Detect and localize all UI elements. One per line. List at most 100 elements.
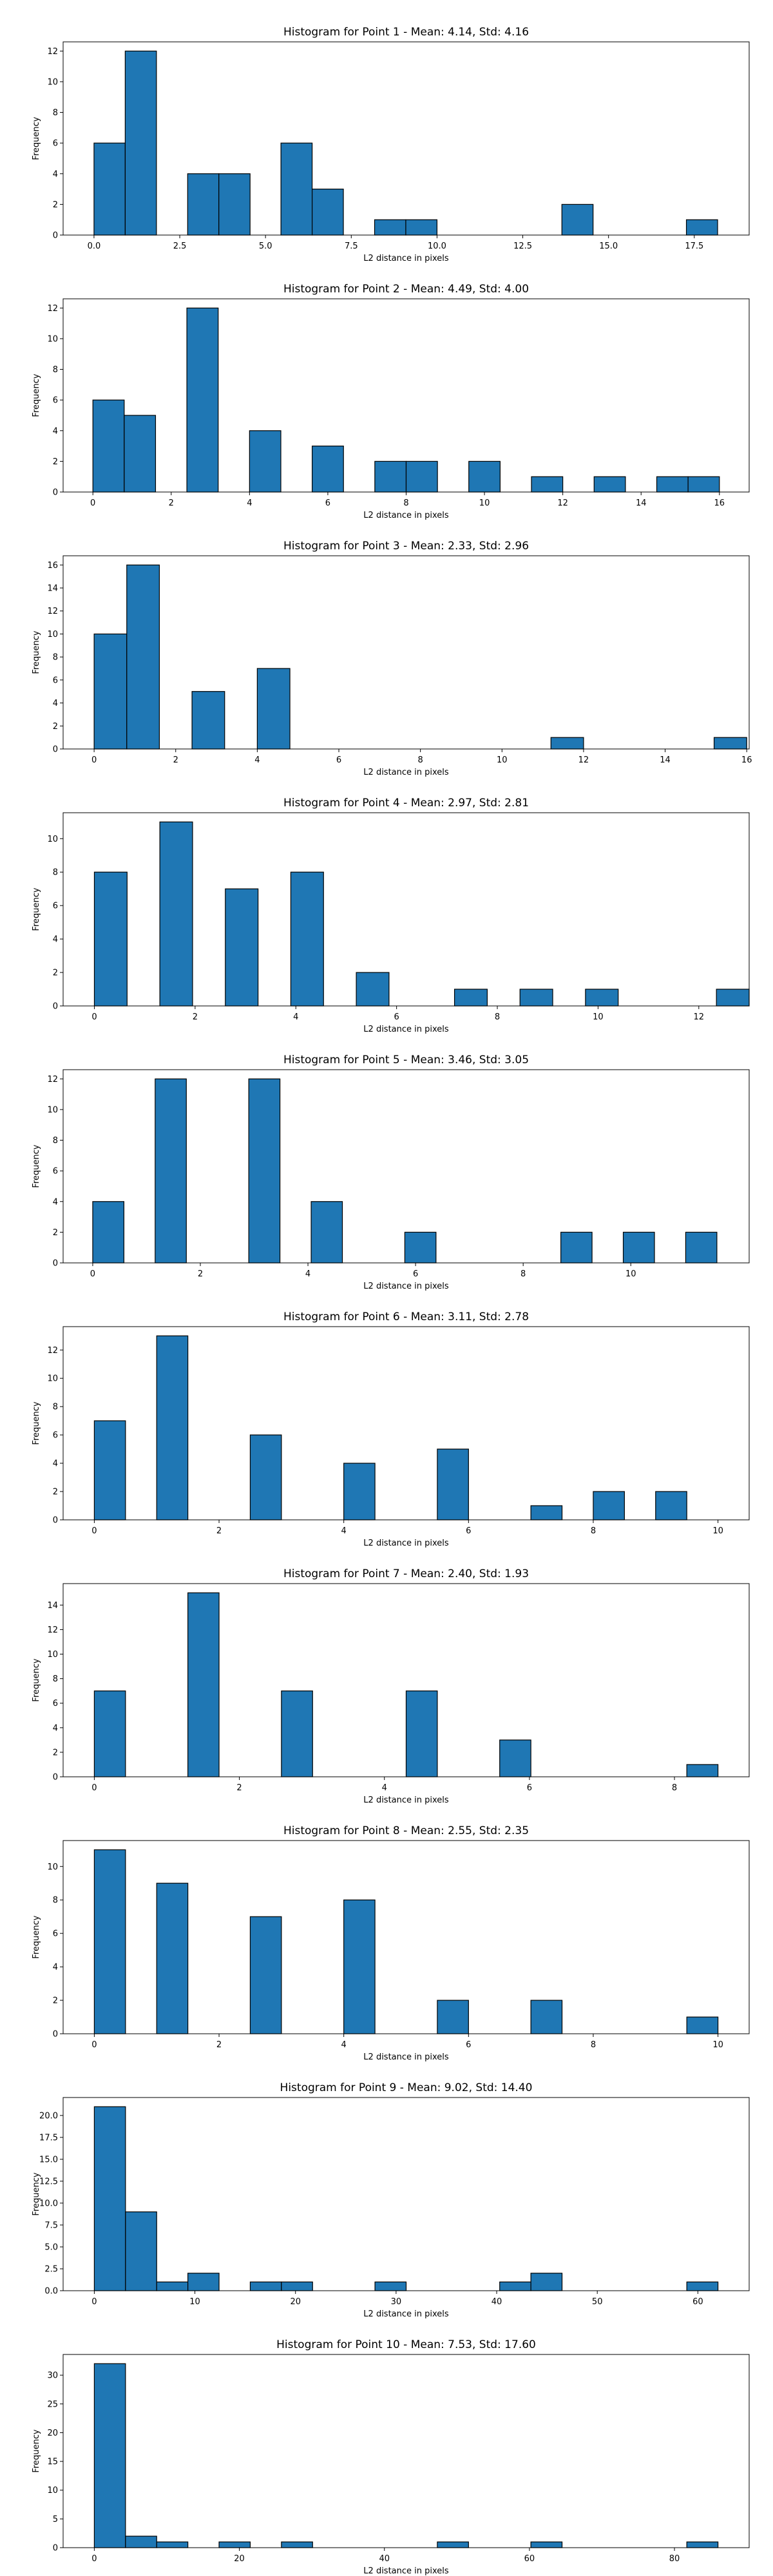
y-tick-label: 4 <box>53 699 58 708</box>
x-tick-label: 4 <box>247 498 252 508</box>
histogram-bar <box>125 51 156 235</box>
histogram-bar <box>157 1883 187 2034</box>
x-tick-label: 2 <box>169 498 174 508</box>
x-tick-label: 20 <box>234 2554 245 2564</box>
y-axis-label: Frequency <box>32 1401 41 1444</box>
chart-title: Histogram for Point 9 - Mean: 9.02, Std:… <box>280 2081 533 2094</box>
y-tick-label: 10 <box>47 2486 58 2496</box>
histogram-bar <box>406 1691 437 1777</box>
y-tick-label: 8 <box>53 1896 58 1906</box>
x-tick-label: 10 <box>712 1526 723 1536</box>
x-tick-label: 0 <box>91 2040 97 2050</box>
histogram-bar <box>249 1079 280 1263</box>
plot-frame <box>63 2354 749 2548</box>
x-tick-label: 0 <box>91 1012 97 1022</box>
y-tick-label: 2 <box>53 1228 58 1238</box>
histogram-bar <box>126 2212 157 2291</box>
x-axis-label: L2 distance in pixels <box>363 1539 449 1548</box>
x-tick-label: 60 <box>692 2297 703 2307</box>
y-tick-label: 10 <box>47 1862 58 1872</box>
x-tick-label: 0 <box>91 1783 97 1793</box>
histogram-bar <box>311 1202 342 1263</box>
y-tick-label: 17.5 <box>39 2133 58 2143</box>
x-tick-label: 8 <box>520 1269 526 1279</box>
histogram-6: Histogram for Point 6 - Mean: 3.11, Std:… <box>32 1311 749 1548</box>
y-tick-label: 6 <box>53 1929 58 1939</box>
y-tick-label: 8 <box>53 365 58 375</box>
y-tick-label: 0 <box>53 1516 58 1526</box>
x-tick-label: 4 <box>293 1012 298 1022</box>
x-axis-label: L2 distance in pixels <box>363 768 449 777</box>
histogram-bar <box>94 1850 125 2034</box>
y-tick-label: 5 <box>53 2515 58 2524</box>
x-axis-label: L2 distance in pixels <box>363 2052 449 2062</box>
y-tick-label: 4 <box>53 1459 58 1469</box>
histogram-bar <box>531 2000 562 2034</box>
histogram-bar <box>257 668 290 749</box>
x-tick-label: 4 <box>305 1269 310 1279</box>
y-tick-label: 8 <box>53 108 58 118</box>
y-tick-label: 5.0 <box>44 2242 58 2252</box>
x-tick-label: 0 <box>91 1526 97 1536</box>
x-tick-label: 6 <box>466 1526 471 1536</box>
x-tick-label: 4 <box>254 755 260 765</box>
y-tick-label: 30 <box>47 2371 58 2381</box>
plot-frame <box>63 556 749 749</box>
histogram-bar <box>561 1232 592 1263</box>
histogram-4: Histogram for Point 4 - Mean: 2.97, Std:… <box>32 797 749 1034</box>
y-tick-label: 12 <box>47 47 58 57</box>
x-tick-label: 8 <box>591 1526 596 1536</box>
histogram-bar <box>531 2273 562 2291</box>
histogram-bar <box>93 400 124 492</box>
y-tick-label: 12 <box>47 1625 58 1635</box>
chart-title: Histogram for Point 8 - Mean: 2.55, Std:… <box>283 1824 529 1837</box>
x-axis-label: L2 distance in pixels <box>363 1282 449 1291</box>
x-tick-label: 0 <box>91 2554 97 2564</box>
y-tick-label: 12 <box>47 1346 58 1356</box>
x-tick-label: 10.0 <box>428 242 446 251</box>
x-tick-label: 6 <box>325 498 330 508</box>
y-tick-label: 0.0 <box>44 2287 58 2297</box>
y-tick-label: 0 <box>53 1773 58 1783</box>
x-axis-label: L2 distance in pixels <box>363 2309 449 2319</box>
histogram-bar <box>94 1421 125 1520</box>
histogram-bar <box>192 692 225 749</box>
x-tick-label: 0 <box>90 1269 95 1279</box>
x-tick-label: 5.0 <box>259 242 272 251</box>
y-tick-label: 8 <box>53 1136 58 1146</box>
x-tick-label: 8 <box>591 2040 596 2050</box>
histogram-bar <box>249 431 281 492</box>
histogram-bar <box>126 2536 157 2548</box>
histogram-bar <box>437 2542 468 2548</box>
y-tick-label: 14 <box>47 1601 58 1611</box>
histogram-bar <box>531 2542 562 2548</box>
plot-frame <box>63 2098 749 2291</box>
y-tick-label: 0 <box>53 2030 58 2040</box>
y-tick-label: 4 <box>53 935 58 945</box>
histogram-bar <box>188 2273 219 2291</box>
y-tick-label: 20 <box>47 2429 58 2438</box>
x-tick-label: 17.5 <box>685 242 703 251</box>
y-tick-label: 2 <box>53 200 58 210</box>
x-tick-label: 0 <box>90 498 95 508</box>
x-tick-label: 4 <box>382 1783 387 1793</box>
y-tick-label: 0 <box>53 231 58 241</box>
histogram-bar <box>124 415 156 492</box>
x-tick-label: 10 <box>189 2297 200 2307</box>
y-tick-label: 8 <box>53 1403 58 1412</box>
y-tick-label: 10 <box>47 630 58 639</box>
chart-title: Histogram for Point 7 - Mean: 2.40, Std:… <box>283 1567 529 1580</box>
histogram-bar <box>406 461 438 492</box>
histogram-bar <box>219 174 250 235</box>
histogram-bar <box>405 1232 435 1263</box>
y-tick-label: 10.0 <box>39 2199 58 2208</box>
x-tick-label: 2 <box>236 1783 242 1793</box>
histogram-bar <box>94 872 127 1006</box>
histogram-bar <box>160 822 193 1006</box>
chart-title: Histogram for Point 2 - Mean: 4.49, Std:… <box>283 283 529 296</box>
x-axis-label: L2 distance in pixels <box>363 511 449 520</box>
y-tick-label: 10 <box>47 1105 58 1115</box>
y-axis-label: Frequency <box>32 374 41 417</box>
histogram-bar <box>127 565 160 749</box>
